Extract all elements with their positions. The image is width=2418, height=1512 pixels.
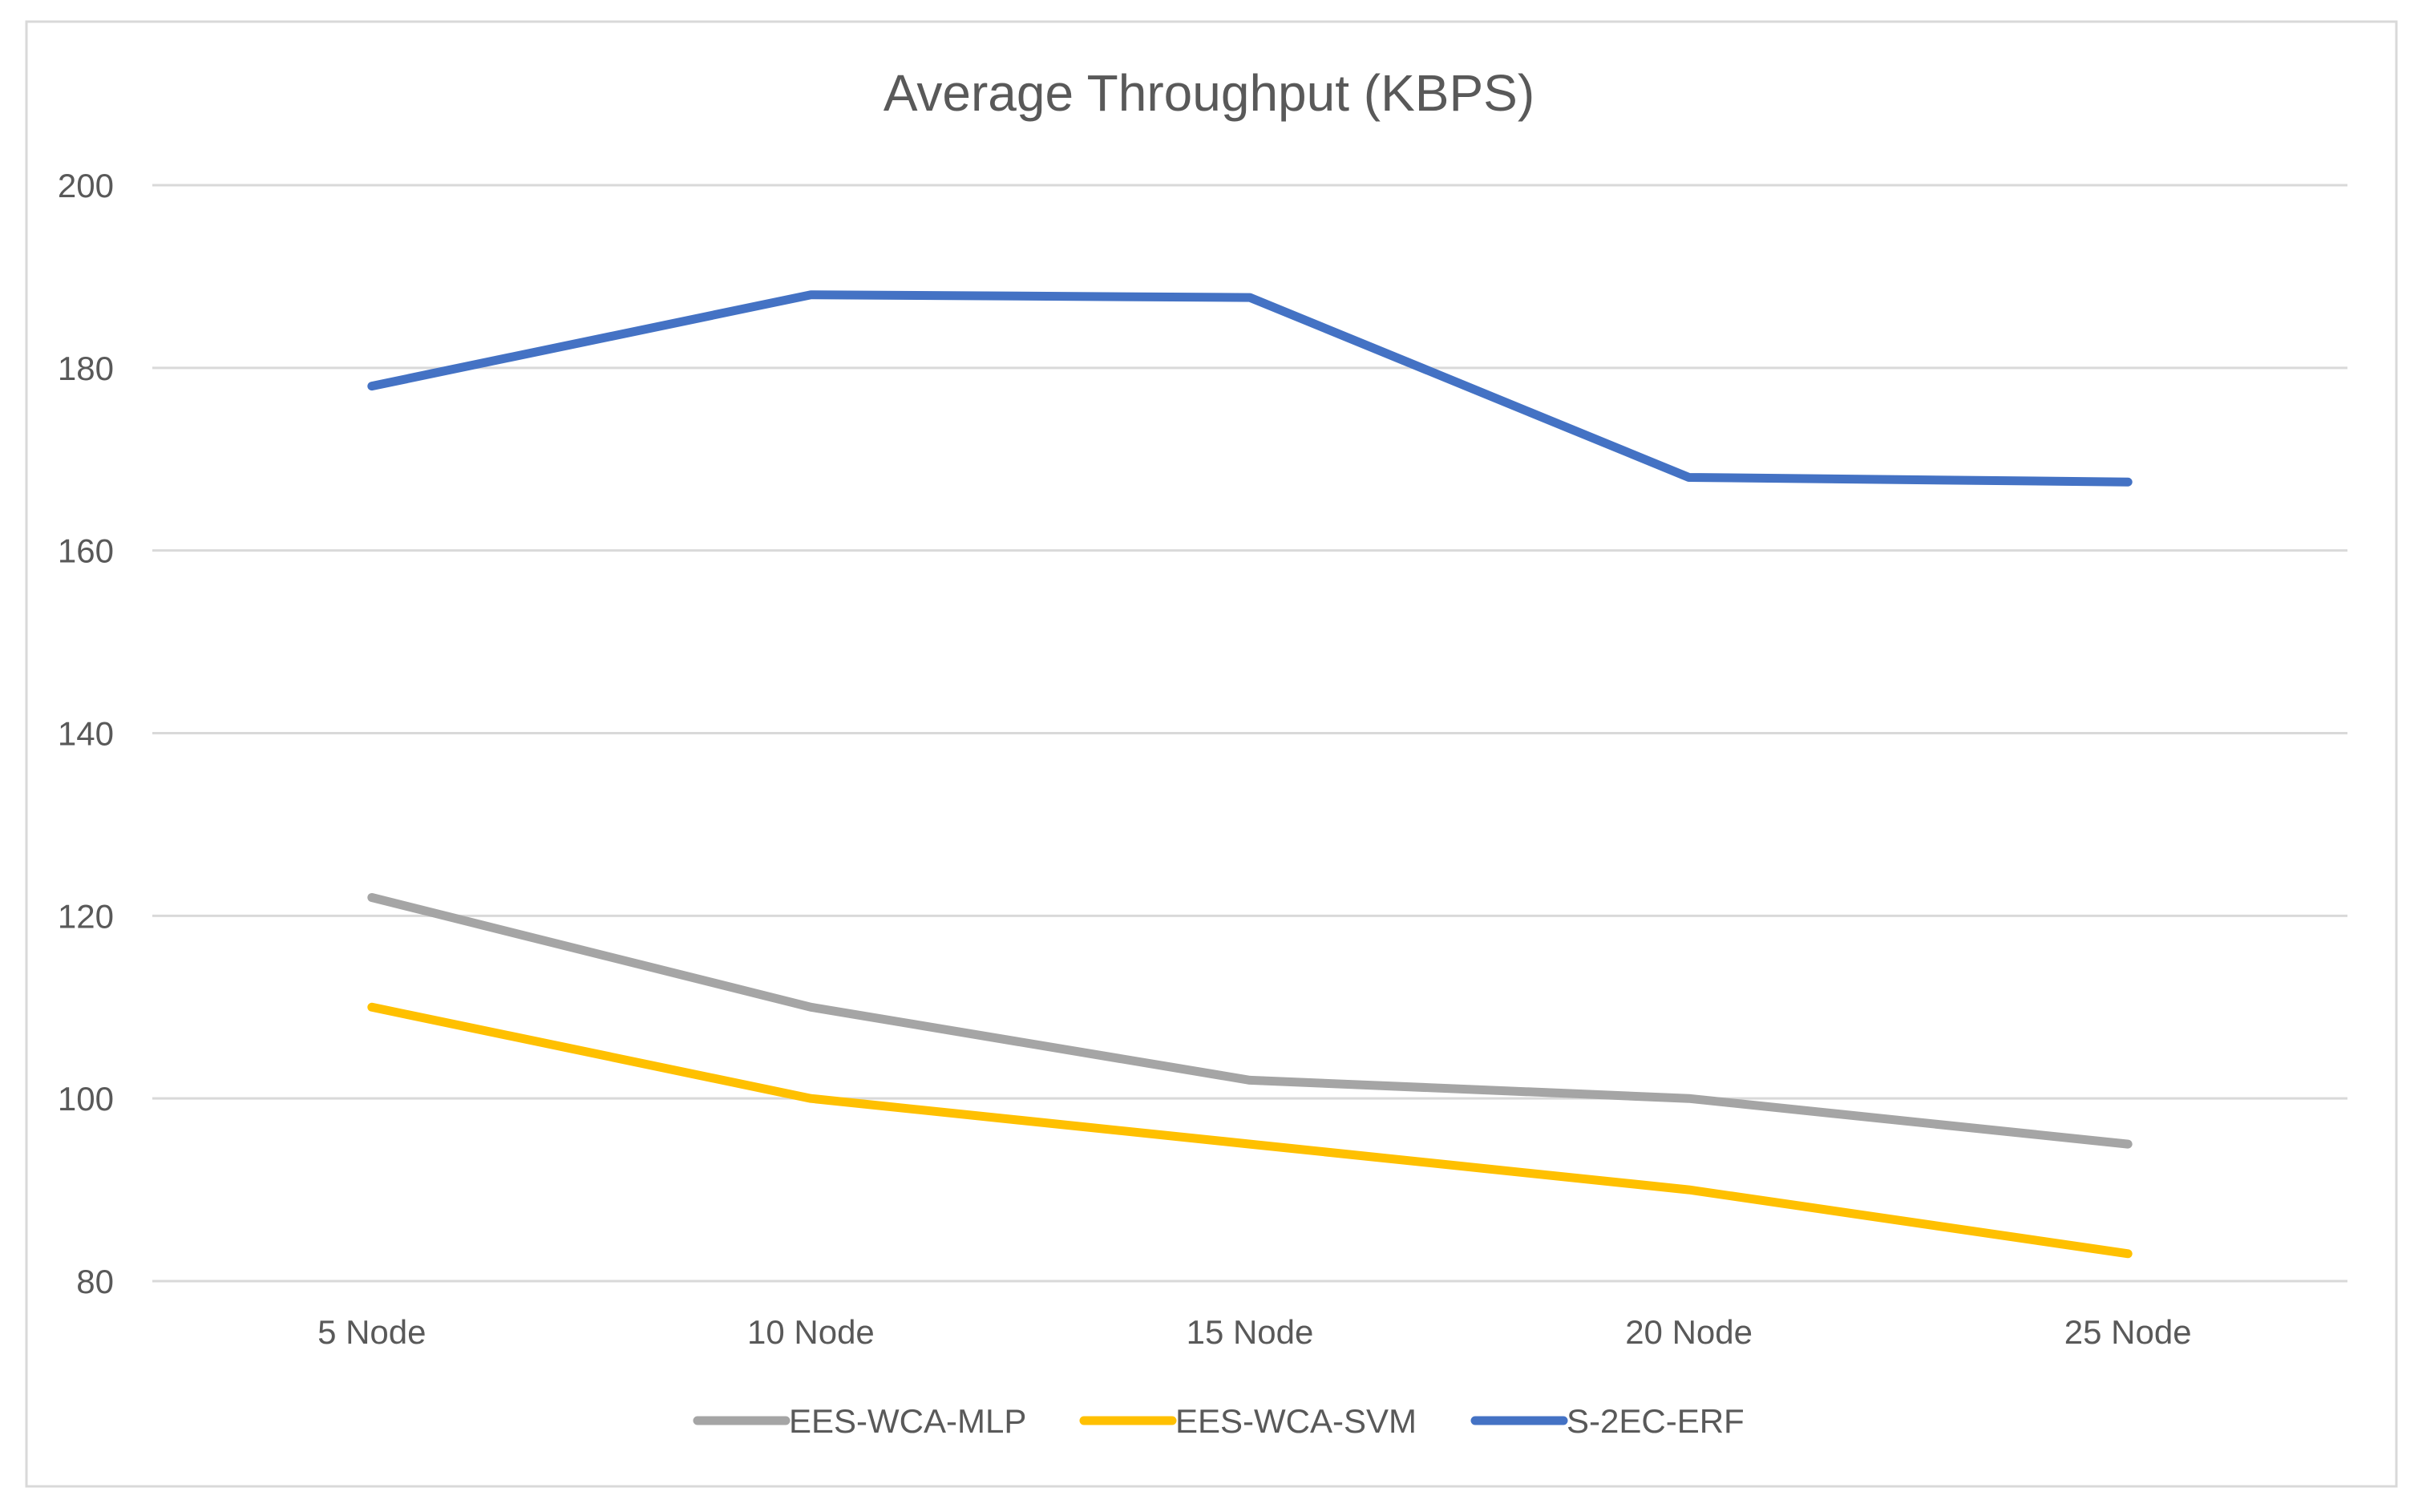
y-tick-label: 100	[58, 1080, 114, 1118]
y-tick-label: 80	[76, 1263, 114, 1300]
y-tick-label: 180	[58, 350, 114, 387]
x-tick-label: 10 Node	[747, 1313, 875, 1351]
x-tick-label: 25 Node	[2064, 1313, 2192, 1351]
y-tick-label: 200	[58, 167, 114, 204]
y-tick-label: 120	[58, 897, 114, 935]
y-tick-label: 140	[58, 715, 114, 753]
chart-title: Average Throughput (KBPS)	[884, 64, 1534, 122]
y-tick-label: 160	[58, 532, 114, 570]
x-tick-label: 20 Node	[1625, 1313, 1753, 1351]
legend: EES-WCA-MLP EES-WCA-SVM S-2EC-ERF	[698, 1402, 1745, 1440]
x-tick-label: 5 Node	[317, 1313, 426, 1351]
legend-label: S-2EC-ERF	[1567, 1402, 1745, 1440]
x-tick-label: 15 Node	[1187, 1313, 1314, 1351]
chart-border	[26, 22, 2396, 1486]
legend-label: EES-WCA-SVM	[1175, 1402, 1417, 1440]
legend-label: EES-WCA-MLP	[789, 1402, 1026, 1440]
